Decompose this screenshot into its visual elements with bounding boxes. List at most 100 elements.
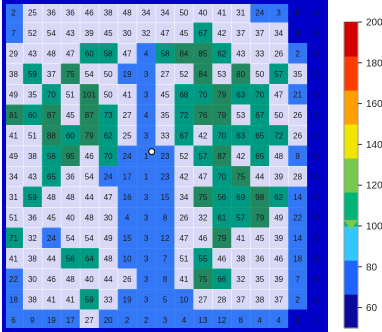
- cell-value: 57: [236, 213, 245, 222]
- cell-value: 40: [66, 213, 75, 222]
- heat-cell: [174, 309, 195, 331]
- heat-cell: [136, 125, 157, 147]
- cell-value: 2: [125, 316, 130, 325]
- heat-cell: [231, 125, 251, 147]
- heat-cell: [155, 227, 176, 249]
- colorbar-segment: [344, 260, 358, 295]
- heat-cell: [174, 22, 195, 44]
- cell-value: 37: [255, 29, 264, 38]
- colorbar-tick-label: 160: [366, 99, 382, 110]
- heat-cell: [155, 104, 176, 126]
- heat-cell: [193, 22, 213, 44]
- cell-value: 16: [123, 193, 132, 202]
- heat-cell: [60, 125, 81, 147]
- cell-value: 34: [142, 8, 151, 17]
- heat-cell: [117, 309, 138, 331]
- cell-value: 48: [85, 213, 94, 222]
- cell-value: 26: [293, 131, 302, 140]
- cell-value: 38: [28, 152, 37, 161]
- heat-cell: [4, 145, 24, 167]
- heat-cell: [60, 207, 81, 229]
- heat-cell: [155, 22, 176, 44]
- cell-value: 45: [161, 90, 170, 99]
- heat-cell: [136, 309, 157, 331]
- heat-cell: [250, 145, 270, 167]
- heat-cell: [22, 186, 43, 208]
- cell-value: 4: [276, 316, 281, 325]
- cell-value: 44: [104, 275, 113, 284]
- cell-value: 84: [198, 70, 207, 79]
- cell-value: 51: [179, 254, 188, 263]
- heat-cell: [288, 289, 308, 311]
- cell-value: 41: [217, 8, 226, 17]
- heat-cell: [307, 166, 327, 188]
- heat-cell: [231, 2, 251, 24]
- colorbar-segment: [344, 124, 358, 159]
- colorbar-segment: [344, 192, 358, 227]
- heat-cell: [60, 2, 81, 24]
- cell-value: 14: [293, 234, 302, 243]
- heat-cell: [41, 125, 62, 147]
- heat-cell: [231, 248, 251, 270]
- cell-value: 14: [293, 193, 302, 202]
- cell-value: 20: [104, 316, 113, 325]
- cell-value: 31: [236, 8, 245, 17]
- heat-cell: [4, 207, 24, 229]
- heat-cell: [231, 22, 251, 44]
- cell-value: 36: [66, 8, 75, 17]
- cell-value: 46: [47, 275, 56, 284]
- cell-value: 72: [274, 131, 283, 140]
- heat-cell: [193, 268, 213, 290]
- heat-cell: [98, 268, 119, 290]
- heat-cell: [174, 207, 195, 229]
- heat-cell: [60, 145, 81, 167]
- colorbar-tick-label: 200: [366, 18, 382, 29]
- cell-value: 54: [47, 29, 56, 38]
- cell-value: 32: [198, 213, 207, 222]
- cell-value: 0: [314, 295, 319, 304]
- cell-value: 0: [314, 152, 319, 161]
- heat-cell: [41, 207, 62, 229]
- cell-value: 2: [295, 49, 300, 58]
- cell-value: 26: [274, 49, 283, 58]
- heat-cell: [174, 145, 195, 167]
- cell-value: 51: [66, 90, 75, 99]
- colorbar-marker-arrow-icon: [344, 220, 358, 230]
- heat-cell: [250, 309, 270, 331]
- colorbar-segment: [344, 294, 358, 329]
- heat-cell: [307, 84, 327, 106]
- cell-value: 41: [47, 295, 56, 304]
- cell-value: 70: [104, 152, 113, 161]
- heat-cell: [117, 22, 138, 44]
- heat-cell: [250, 125, 270, 147]
- cell-value: 4: [144, 49, 149, 58]
- cell-value: 75: [198, 275, 207, 284]
- heat-cell: [288, 84, 308, 106]
- heat-cell: [174, 43, 195, 65]
- cell-value: 32: [236, 275, 245, 284]
- cell-value: 47: [104, 193, 113, 202]
- cell-value: 46: [85, 152, 94, 161]
- heat-cell: [98, 289, 119, 311]
- cell-value: 36: [66, 172, 75, 181]
- cell-value: 57: [274, 70, 283, 79]
- heat-cell: [22, 227, 43, 249]
- cell-value: 0: [314, 29, 319, 38]
- cell-value: 33: [161, 131, 170, 140]
- heat-cell: [41, 248, 62, 270]
- cell-value: 3: [144, 193, 149, 202]
- cell-value: 50: [274, 111, 283, 120]
- cell-value: 88: [47, 131, 56, 140]
- cell-value: 24: [255, 8, 264, 17]
- cell-value: 79: [217, 234, 226, 243]
- cell-value: 43: [28, 49, 37, 58]
- cell-value: 87: [217, 152, 226, 161]
- cell-value: 27: [198, 295, 207, 304]
- heat-cell: [98, 2, 119, 24]
- cell-value: 31: [9, 193, 18, 202]
- heat-cell: [117, 84, 138, 106]
- heat-cell: [22, 2, 43, 24]
- heat-cell: [136, 186, 157, 208]
